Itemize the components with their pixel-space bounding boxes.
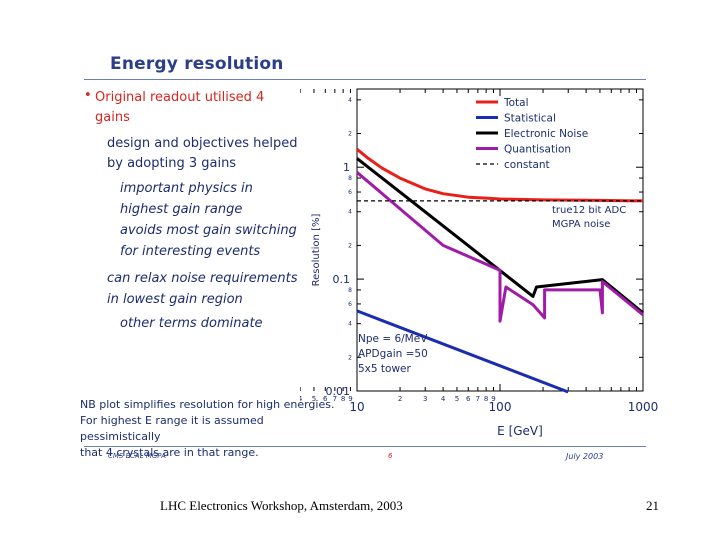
y-tick-label: 0.1 bbox=[333, 273, 351, 286]
series-statistical bbox=[356, 309, 569, 394]
x-minor-label: 4 bbox=[441, 395, 446, 403]
nb-line: NB plot simplifies resolution for high e… bbox=[80, 398, 335, 411]
annotations: true12 bit ADC MGPA noise Npe = 6/MeV APDga… bbox=[358, 205, 626, 375]
resolution-chart: 101001000234567892345678910.10.014286428… bbox=[300, 88, 659, 438]
italic-line: for interesting events bbox=[120, 244, 261, 259]
y-tick-label: 0.01 bbox=[326, 385, 351, 398]
italic-line: in lowest gain region bbox=[107, 292, 243, 307]
series-layer bbox=[356, 148, 644, 394]
x-tick-label: 100 bbox=[489, 400, 512, 414]
x-minor-label: 6 bbox=[323, 395, 328, 403]
y-tick-label: 1 bbox=[343, 161, 350, 174]
footer-page: 6 bbox=[388, 452, 393, 460]
page-number: 21 bbox=[646, 498, 659, 513]
x-minor-label: 8 bbox=[484, 395, 488, 403]
axes-layer: 101001000234567892345678910.10.014286428… bbox=[300, 88, 659, 438]
italic-points: important physics in highest gain range … bbox=[120, 178, 320, 262]
x-tick-label: 1000 bbox=[628, 400, 659, 414]
y-minor-label: 2 bbox=[348, 354, 352, 361]
legend-label: Total bbox=[503, 97, 529, 109]
legend-label: Statistical bbox=[504, 113, 556, 125]
legend-label: constant bbox=[504, 159, 550, 171]
series-quantisation bbox=[356, 171, 644, 323]
y-minor-label: 2 bbox=[348, 242, 352, 249]
italic-line: avoids most gain switching bbox=[120, 223, 297, 238]
x-minor-label: 7 bbox=[476, 395, 480, 403]
y-minor-label: 2 bbox=[348, 131, 352, 138]
sub-bullet-design: design and objectives helped by adopting… bbox=[107, 136, 298, 171]
footer-left: CMS ECAL MGPA bbox=[108, 452, 166, 460]
x-axis-label: E [GeV] bbox=[497, 424, 543, 438]
x-minor-label: 3 bbox=[423, 395, 427, 403]
y-minor-label: 4 bbox=[348, 209, 352, 216]
y-minor-label: 4 bbox=[348, 321, 352, 328]
bullet-readout: Original readout utilised 4 gains bbox=[95, 90, 265, 125]
annotation-npe: 5x5 tower bbox=[358, 363, 412, 375]
italic-other-terms: other terms dominate bbox=[120, 316, 263, 331]
x-minor-label: 5 bbox=[455, 395, 459, 403]
annotation-adc: MGPA noise bbox=[552, 219, 610, 230]
footer-rule bbox=[84, 446, 646, 447]
x-minor-label: 4 bbox=[300, 395, 303, 403]
series-electronic-noise bbox=[356, 157, 644, 314]
annotation-adc: true12 bit ADC bbox=[552, 205, 626, 216]
title-rule bbox=[84, 79, 646, 80]
italic-line: highest gain range bbox=[120, 202, 243, 217]
italic-line: important physics in bbox=[120, 181, 253, 196]
italic-line: can relax noise requirements bbox=[107, 271, 298, 286]
annotation-npe: APDgain =50 bbox=[358, 348, 428, 360]
x-minor-label: 8 bbox=[341, 395, 345, 403]
x-minor-label: 7 bbox=[333, 395, 337, 403]
y-minor-label: 6 bbox=[348, 189, 352, 196]
y-minor-label: 8 bbox=[348, 175, 352, 182]
italic-noise-points: can relax noise requirements in lowest g… bbox=[107, 268, 317, 310]
series-total bbox=[356, 148, 644, 203]
workshop-footer: LHC Electronics Workshop, Amsterdam, 200… bbox=[160, 498, 403, 513]
nb-line: that 4 crystals are in that range. bbox=[80, 446, 259, 459]
x-minor-label: 2 bbox=[398, 395, 402, 403]
plot-frame bbox=[356, 88, 644, 392]
y-minor-label: 4 bbox=[348, 97, 352, 104]
footer-date: July 2003 bbox=[566, 452, 604, 461]
x-minor-label: 5 bbox=[312, 395, 316, 403]
nb-line: For highest E range it is assumed pessim… bbox=[80, 414, 264, 443]
annotation-npe: Npe = 6/MeV bbox=[358, 333, 428, 345]
x-minor-label: 6 bbox=[466, 395, 471, 403]
y-minor-label: 8 bbox=[348, 287, 352, 294]
nb-note: NB plot simplifies resolution for high e… bbox=[80, 397, 340, 461]
legend-label: Quantisation bbox=[504, 144, 571, 156]
y-minor-label: 6 bbox=[348, 301, 352, 308]
x-minor-label: 9 bbox=[491, 395, 495, 403]
slide-title: Energy resolution bbox=[110, 54, 284, 74]
legend: Total Statistical Electronic Noise Quantisa… bbox=[476, 97, 588, 171]
legend-label: Electronic Noise bbox=[504, 128, 588, 140]
x-minor-label: 9 bbox=[348, 395, 352, 403]
y-axis-label: Resolution [%] bbox=[311, 214, 322, 287]
x-tick-label: 10 bbox=[349, 400, 364, 414]
bullet-dot: • bbox=[84, 88, 92, 103]
